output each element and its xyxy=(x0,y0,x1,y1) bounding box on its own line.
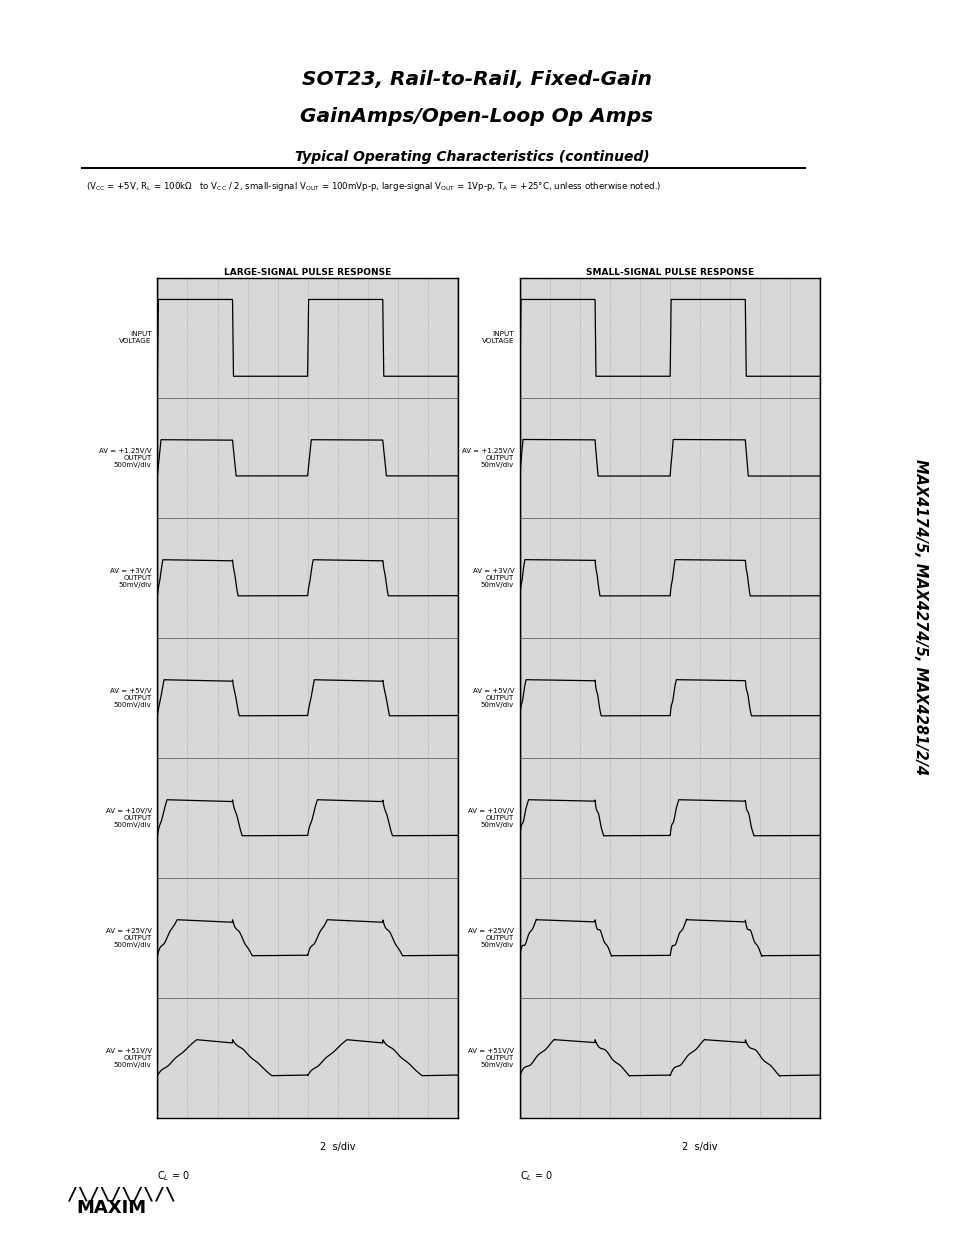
Text: GainAmps/Open-Loop Op Amps: GainAmps/Open-Loop Op Amps xyxy=(300,106,653,126)
Text: AV = +51V/V
OUTPUT
500mV/div: AV = +51V/V OUTPUT 500mV/div xyxy=(106,1047,152,1068)
Text: (V$_{\rm CC}$ = +5V, R$_{\rm L}$ = 100k$\Omega$   to V$_{\rm CC}$ / 2, small-sig: (V$_{\rm CC}$ = +5V, R$_{\rm L}$ = 100k$… xyxy=(86,180,660,194)
Title: LARGE-SIGNAL PULSE RESPONSE: LARGE-SIGNAL PULSE RESPONSE xyxy=(224,268,391,277)
Text: INPUT
VOLTAGE: INPUT VOLTAGE xyxy=(481,331,514,345)
Text: AV = +51V/V
OUTPUT
50mV/div: AV = +51V/V OUTPUT 50mV/div xyxy=(468,1047,514,1068)
Text: AV = +1.25V/V
OUTPUT
50mV/div: AV = +1.25V/V OUTPUT 50mV/div xyxy=(461,448,514,468)
Text: AV = +10V/V
OUTPUT
50mV/div: AV = +10V/V OUTPUT 50mV/div xyxy=(468,808,514,827)
Text: AV = +3V/V
OUTPUT
50mV/div: AV = +3V/V OUTPUT 50mV/div xyxy=(110,568,152,588)
Text: AV = +3V/V
OUTPUT
50mV/div: AV = +3V/V OUTPUT 50mV/div xyxy=(472,568,514,588)
Text: INPUT
VOLTAGE: INPUT VOLTAGE xyxy=(119,331,152,345)
Text: C$_L$ = 0: C$_L$ = 0 xyxy=(157,1170,190,1183)
Text: Typical Operating Characteristics (continued): Typical Operating Characteristics (conti… xyxy=(294,149,649,164)
Text: /\/\/\/\/\: /\/\/\/\/\ xyxy=(67,1186,175,1203)
Text: 2  s/div: 2 s/div xyxy=(319,1142,355,1152)
Text: 2  s/div: 2 s/div xyxy=(681,1142,718,1152)
Text: AV = +5V/V
OUTPUT
50mV/div: AV = +5V/V OUTPUT 50mV/div xyxy=(472,688,514,708)
Text: SOT23, Rail-to-Rail, Fixed-Gain: SOT23, Rail-to-Rail, Fixed-Gain xyxy=(302,69,651,89)
Text: MAX4174/5, MAX4274/5, MAX4281/2/4: MAX4174/5, MAX4274/5, MAX4281/2/4 xyxy=(912,459,927,776)
Title: SMALL-SIGNAL PULSE RESPONSE: SMALL-SIGNAL PULSE RESPONSE xyxy=(585,268,754,277)
Text: MAXIM: MAXIM xyxy=(76,1199,147,1216)
Text: AV = +25V/V
OUTPUT
500mV/div: AV = +25V/V OUTPUT 500mV/div xyxy=(106,927,152,947)
Text: AV = +5V/V
OUTPUT
500mV/div: AV = +5V/V OUTPUT 500mV/div xyxy=(110,688,152,708)
Text: AV = +25V/V
OUTPUT
50mV/div: AV = +25V/V OUTPUT 50mV/div xyxy=(468,927,514,947)
Text: C$_L$ = 0: C$_L$ = 0 xyxy=(519,1170,552,1183)
Text: AV = +10V/V
OUTPUT
500mV/div: AV = +10V/V OUTPUT 500mV/div xyxy=(106,808,152,827)
Text: AV = +1.25V/V
OUTPUT
500mV/div: AV = +1.25V/V OUTPUT 500mV/div xyxy=(99,448,152,468)
